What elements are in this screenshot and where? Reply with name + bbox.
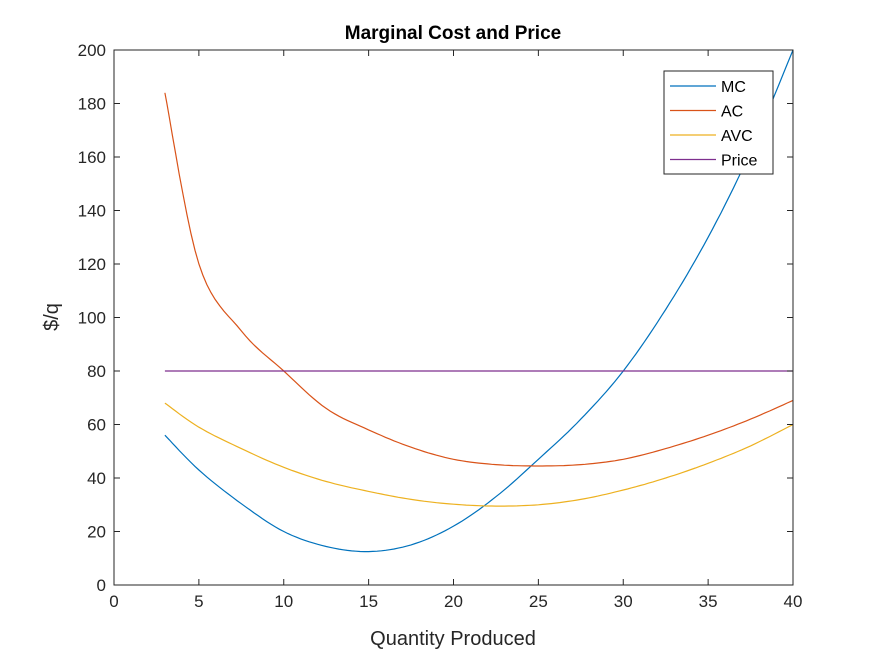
x-tick-label: 0 xyxy=(109,592,118,611)
y-axis-label: $/q xyxy=(41,303,63,331)
y-tick-label: 80 xyxy=(87,362,106,381)
series-line-avc xyxy=(164,402,794,507)
series-layer xyxy=(164,49,794,553)
x-tick-label: 35 xyxy=(699,592,718,611)
legend-label-ac: AC xyxy=(721,104,743,121)
x-axis-label: Quantity Produced xyxy=(370,628,536,650)
x-tick-label: 40 xyxy=(784,592,803,611)
y-tick-label: 160 xyxy=(78,148,106,167)
x-tick-label: 5 xyxy=(194,592,203,611)
legend-label-avc: AVC xyxy=(721,128,753,145)
x-tick-label: 30 xyxy=(614,592,633,611)
y-tick-label: 140 xyxy=(78,202,106,221)
x-tick-label: 20 xyxy=(444,592,463,611)
legend-label-mc: MC xyxy=(721,79,746,96)
y-tick-label: 0 xyxy=(97,576,106,595)
chart-title: Marginal Cost and Price xyxy=(345,23,561,44)
x-tick-label: 25 xyxy=(529,592,548,611)
y-tick-label: 20 xyxy=(87,523,106,542)
axes-layer: 0 5 10 15 20 25 30 35 40 0 20 40 60 80 100 120 140 160 180… xyxy=(78,41,803,611)
x-tick-label: 10 xyxy=(274,592,293,611)
y-tick-label: 200 xyxy=(78,41,106,60)
series-line-mc xyxy=(164,49,794,553)
y-tick-label: 60 xyxy=(87,416,106,435)
legend-box xyxy=(663,70,774,175)
legend-label-price: Price xyxy=(721,153,758,170)
y-tick-label: 40 xyxy=(87,469,106,488)
y-tick-label: 100 xyxy=(78,309,106,328)
x-tick-label: 15 xyxy=(359,592,378,611)
series-line-ac xyxy=(164,92,794,467)
legend: MC AC AVC Price xyxy=(663,70,774,175)
y-tick-label: 120 xyxy=(78,255,106,274)
y-tick-label: 180 xyxy=(78,95,106,114)
